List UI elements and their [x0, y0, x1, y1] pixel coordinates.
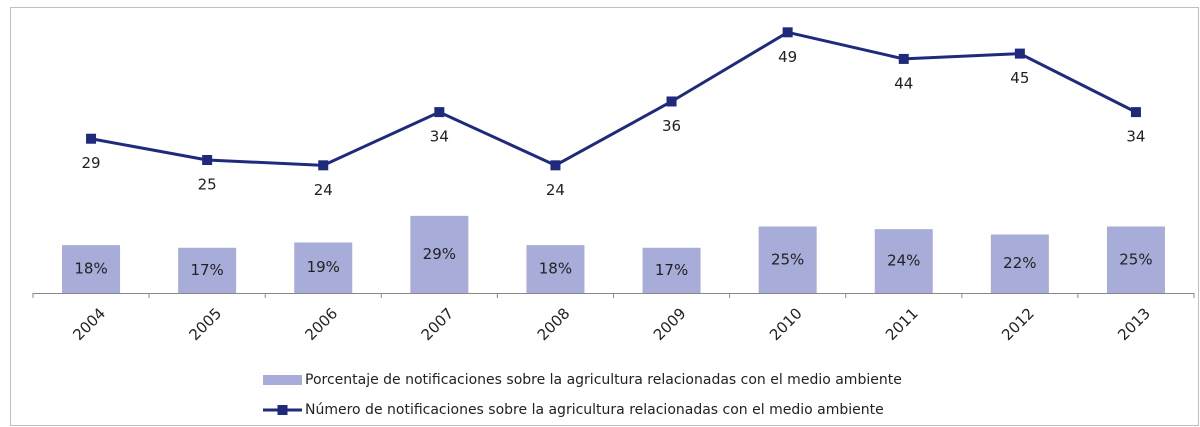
bar-value-label: 18%: [539, 260, 572, 278]
line-marker: [86, 133, 97, 144]
line-value-label: 29: [82, 154, 101, 172]
bar: [990, 234, 1049, 293]
bar-value-label: 18%: [74, 260, 107, 278]
bar-value-label: 17%: [190, 261, 223, 279]
line-marker: [898, 53, 909, 64]
bar-value-label: 29%: [423, 245, 456, 263]
line-value-label: 45: [1010, 69, 1029, 87]
bar: [642, 247, 701, 293]
bar-value-label: 19%: [307, 258, 340, 276]
line-value-label: 36: [662, 117, 681, 135]
line-marker: [318, 160, 329, 171]
bar-value-label: 25%: [1119, 250, 1152, 268]
bar: [1106, 226, 1165, 293]
bar: [758, 226, 817, 293]
line-value-label: 34: [430, 128, 449, 146]
line-value-label: 34: [1126, 128, 1145, 146]
line-marker: [1130, 107, 1141, 118]
bar-value-label: 17%: [655, 261, 688, 279]
line-value-label: 49: [778, 48, 797, 66]
bar: [294, 242, 353, 293]
legend-label: Porcentaje de notificaciones sobre la ag…: [305, 372, 902, 388]
line-marker: [666, 96, 677, 107]
line-marker: [550, 160, 561, 171]
line-marker: [782, 27, 793, 38]
chart-frame: [10, 7, 1199, 426]
legend-swatch: [263, 375, 302, 385]
line: [90, 30, 1137, 167]
bar-value-label: 22%: [1003, 254, 1036, 272]
line-marker: [202, 155, 213, 165]
bar: [410, 215, 469, 293]
bar-value-label: 24%: [887, 252, 920, 270]
legend-label: Número de notificaciones sobre la agricu…: [305, 402, 884, 418]
line-value-label: 25: [198, 176, 217, 194]
bar: [874, 229, 933, 293]
bar: [62, 245, 121, 293]
line-value-label: 24: [546, 181, 565, 199]
line-value-label: 24: [314, 181, 333, 199]
bar: [178, 247, 237, 293]
legend-marker: [277, 405, 288, 415]
line-value-label: 44: [894, 74, 913, 92]
line-marker: [1014, 48, 1025, 59]
bar-value-label: 25%: [771, 250, 804, 268]
bar: [526, 245, 585, 293]
line-marker: [434, 107, 445, 118]
